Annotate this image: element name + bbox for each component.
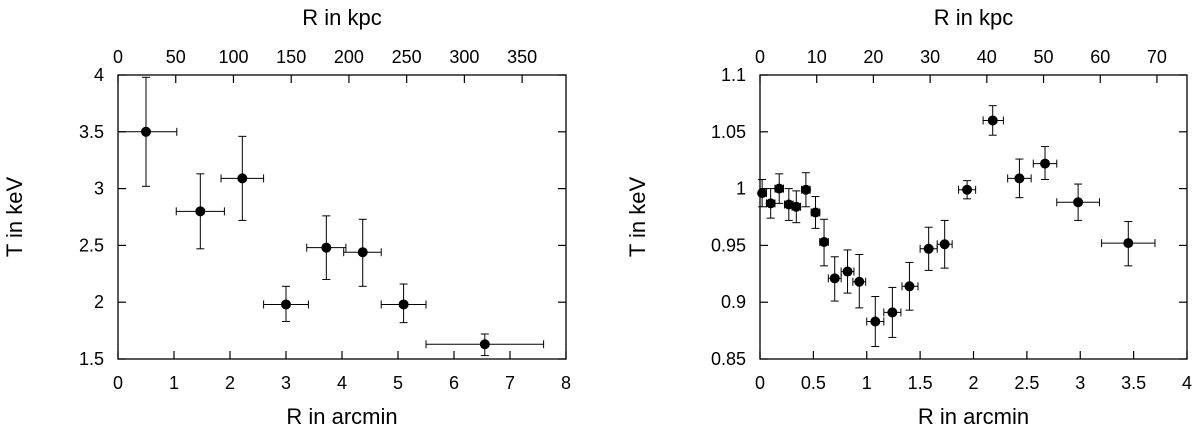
y-tick-label: 4 [94, 65, 104, 85]
x-tick-label: 5 [393, 373, 403, 393]
x2-tick-label: 40 [977, 47, 997, 67]
y-tick-label: 0.95 [711, 235, 746, 255]
y-tick-label: 1.05 [711, 122, 746, 142]
plot-frame [117, 74, 567, 360]
data-point [923, 243, 934, 254]
x-tick-label: 4 [337, 373, 347, 393]
x-tick-label: 7 [505, 373, 515, 393]
data-point [281, 299, 291, 310]
data-point [870, 316, 881, 327]
x2-tick-label: 0 [113, 47, 123, 67]
y-tick-label: 3.5 [79, 122, 104, 142]
y-tick-label: 3 [94, 179, 104, 199]
x-tick-label: 1.5 [908, 373, 933, 393]
y-tick-label: 0.9 [721, 292, 746, 312]
x2-tick-label: 300 [449, 47, 479, 67]
y-axis-label: T in keV [625, 177, 650, 258]
data-point [1040, 158, 1051, 169]
x-tick-label: 6 [449, 373, 459, 393]
x2-tick-label: 60 [1090, 47, 1110, 67]
data-point [357, 247, 368, 258]
data-point [479, 339, 490, 350]
x-tick-label: 0.5 [801, 373, 826, 393]
x2-tick-label: 0 [755, 47, 765, 67]
x2-tick-label: 50 [1034, 47, 1054, 67]
left-temperature-plot: 0 1 2 3 4 5 6 7 8 0 50 100 150 200 250 300 350 1.5 2 2.5 3 3.… [2, 5, 571, 429]
x2-axis-label: R in kpc [302, 5, 381, 30]
y-axis-label: T in keV [2, 177, 27, 258]
data-point [962, 184, 973, 195]
data-point [765, 198, 776, 209]
x-tick-label: 1 [862, 373, 872, 393]
x-axis-label: R in arcmin [286, 404, 397, 429]
data-point [842, 266, 853, 277]
x-tick-label: 3 [1075, 373, 1085, 393]
y-tick-label: 2 [94, 292, 104, 312]
x2-tick-label: 150 [276, 47, 306, 67]
y-tick-label: 1.5 [79, 349, 104, 369]
x2-tick-label: 30 [920, 47, 940, 67]
data-point [987, 115, 998, 126]
data-point [810, 207, 821, 218]
x2-tick-label: 350 [507, 47, 537, 67]
data-point [791, 201, 802, 212]
right-temperature-plot: 0 0.5 1 1.5 2 2.5 3 3.5 40 10 20 30 40 50 60 700.850.90… [625, 5, 1192, 429]
data-point [939, 239, 950, 250]
x2-tick-label: 70 [1147, 47, 1167, 67]
x-tick-label: 4 [1182, 373, 1192, 393]
y-tick-label: 0.85 [711, 349, 746, 369]
x-tick-label: 3 [281, 373, 291, 393]
x2-tick-label: 250 [392, 47, 422, 67]
x2-axis-label: R in kpc [934, 5, 1013, 30]
x-tick-label: 3.5 [1121, 373, 1146, 393]
x-tick-label: 8 [561, 373, 571, 393]
data-point [829, 273, 840, 284]
data-point [237, 173, 248, 184]
data-point [398, 299, 409, 310]
x2-tick-label: 100 [218, 47, 248, 67]
x2-tick-label: 10 [807, 47, 827, 67]
data-point [1014, 173, 1025, 184]
data-point [141, 126, 151, 137]
y-tick-label: 2.5 [79, 235, 104, 255]
data-point [887, 307, 898, 318]
x-tick-label: 0 [755, 373, 765, 393]
data-point [757, 188, 768, 199]
data-point [854, 276, 865, 287]
x2-tick-label: 20 [863, 47, 883, 67]
y-tick-label: 1 [736, 179, 746, 199]
data-point [904, 281, 915, 292]
x-tick-label: 2 [225, 373, 235, 393]
data-point [1123, 238, 1134, 249]
x-tick-label: 1 [169, 373, 179, 393]
plot-frame [759, 74, 1188, 360]
data-point [195, 206, 206, 217]
data-point [774, 183, 785, 194]
y-tick-label: 1.1 [721, 65, 746, 85]
x-axis-label: R in arcmin [918, 404, 1029, 429]
data-point [1073, 197, 1084, 208]
data-point [819, 236, 830, 247]
x2-tick-label: 200 [334, 47, 364, 67]
x-tick-label: 0 [113, 373, 123, 393]
data-point [800, 184, 811, 195]
x2-tick-label: 50 [166, 47, 186, 67]
x-tick-label: 2.5 [1014, 373, 1039, 393]
data-point [321, 242, 332, 253]
x-tick-label: 2 [968, 373, 978, 393]
